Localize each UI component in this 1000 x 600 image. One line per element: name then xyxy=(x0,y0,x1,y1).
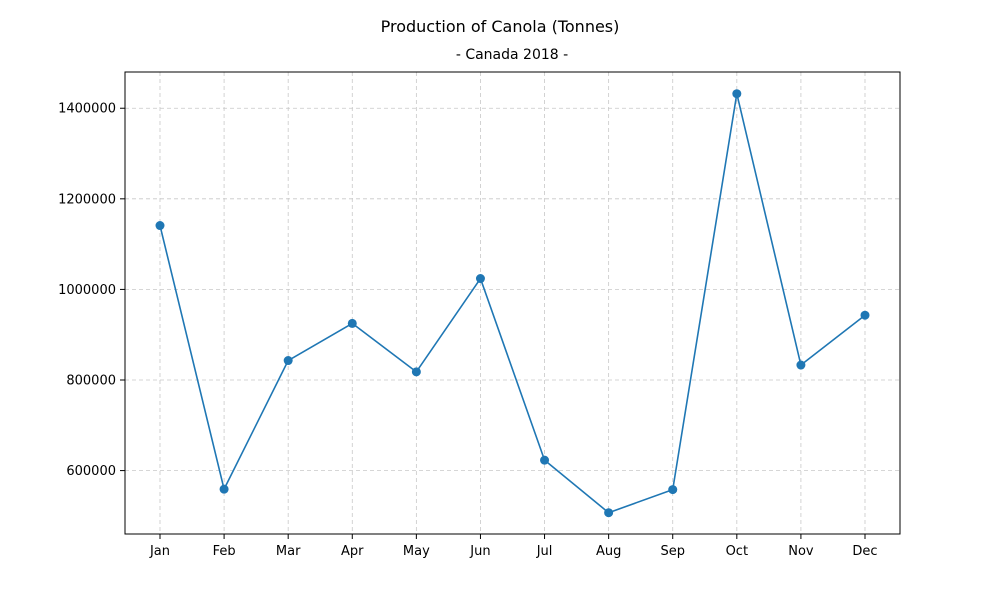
series-line xyxy=(159,92,866,514)
x-tick-label: Oct xyxy=(726,544,748,559)
x-tick-label: Dec xyxy=(852,544,877,559)
grid xyxy=(125,72,900,534)
data-point xyxy=(668,485,678,495)
data-point xyxy=(860,310,870,320)
y-tick-label: 1400000 xyxy=(58,102,116,117)
x-tick-label: Jan xyxy=(149,544,170,559)
y-tick-label: 1000000 xyxy=(58,283,116,298)
axes: Jan Feb Mar Apr May Jun Jul Aug Sep Oct Nov Dec 6000… xyxy=(58,102,877,559)
chart-subtitle: - Canada 2018 - xyxy=(456,47,568,63)
data-point xyxy=(155,221,165,231)
data-point xyxy=(796,360,806,370)
x-tick-label: Apr xyxy=(341,544,364,559)
x-tick-label: Feb xyxy=(213,544,236,559)
chart-title: Production of Canola (Tonnes) xyxy=(381,17,620,36)
plot-area-frame xyxy=(124,71,901,535)
x-tick-label: Mar xyxy=(276,544,301,559)
y-tick-label: 1200000 xyxy=(58,192,116,207)
x-tick-label: Nov xyxy=(788,544,814,559)
data-point xyxy=(219,484,229,494)
y-tick-label: 600000 xyxy=(66,464,116,479)
data-point xyxy=(411,367,421,377)
x-tick-label: Jun xyxy=(469,544,490,559)
series-layer xyxy=(155,89,870,518)
data-point xyxy=(475,274,485,284)
data-point xyxy=(283,356,293,366)
x-tick-label: Jul xyxy=(536,544,553,559)
data-point xyxy=(540,455,550,465)
x-tick-label: Aug xyxy=(596,544,621,559)
data-point xyxy=(604,508,614,518)
x-tick-label: May xyxy=(403,544,430,559)
y-tick-label: 800000 xyxy=(66,374,116,389)
x-tick-label: Sep xyxy=(660,544,685,559)
data-point xyxy=(347,318,357,328)
data-point xyxy=(732,89,742,99)
